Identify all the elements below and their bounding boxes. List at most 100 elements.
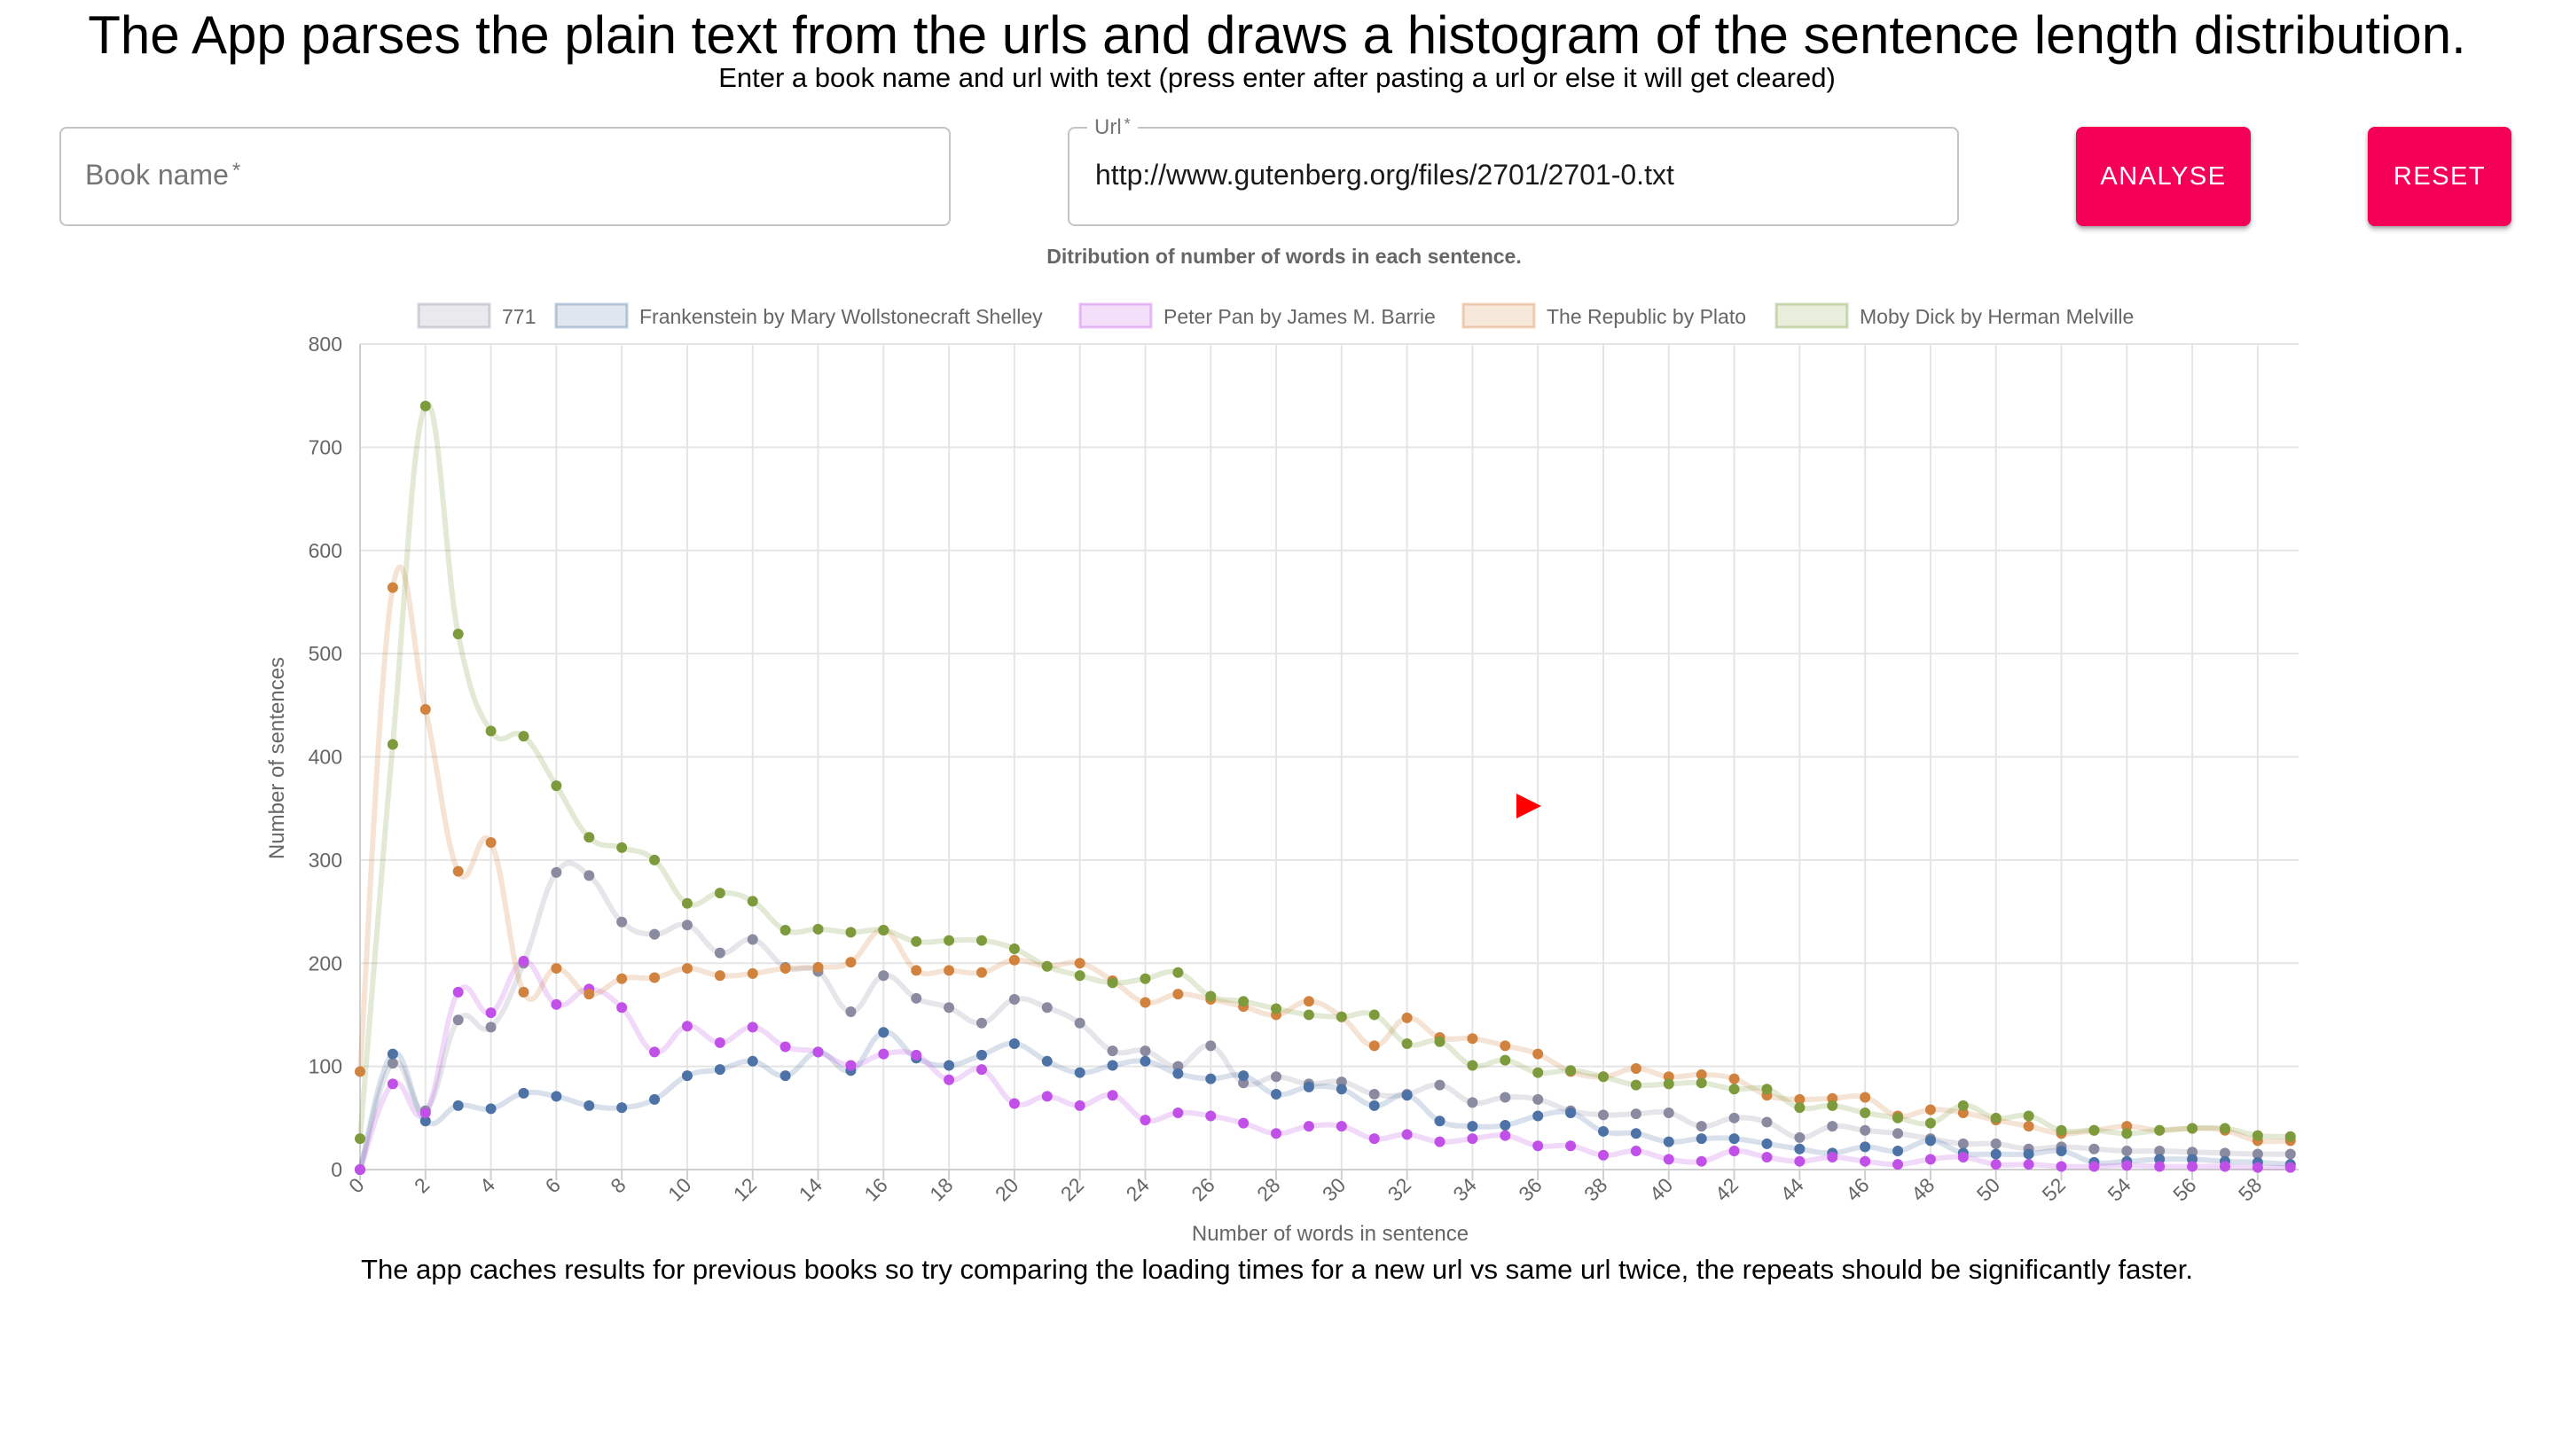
- data-point: [1401, 1129, 1413, 1140]
- data-point: [551, 1091, 562, 1102]
- x-tick-label: 40: [1645, 1173, 1677, 1205]
- data-point: [975, 1049, 987, 1061]
- analyse-button[interactable]: ANALYSE: [2076, 127, 2251, 226]
- url-input-value[interactable]: http://www.gutenberg.org/files/2701/2701…: [1095, 159, 1674, 191]
- data-point: [485, 837, 497, 849]
- data-point: [1401, 1012, 1413, 1023]
- data-point: [1467, 1133, 1478, 1145]
- data-point: [1303, 1121, 1314, 1132]
- data-point: [975, 1064, 987, 1076]
- data-point: [1368, 1100, 1380, 1111]
- data-point: [1107, 1090, 1118, 1101]
- data-point: [1565, 1140, 1577, 1152]
- data-point: [1860, 1141, 1871, 1153]
- data-point: [1074, 1100, 1085, 1111]
- book-name-placeholder: Book name *: [85, 159, 241, 191]
- data-point: [2284, 1148, 2296, 1160]
- data-point: [1761, 1152, 1773, 1163]
- data-point: [1074, 958, 1085, 969]
- data-point: [812, 923, 824, 935]
- data-point: [1761, 1116, 1773, 1128]
- x-tick-label: 6: [540, 1173, 564, 1197]
- data-point: [1728, 1084, 1740, 1095]
- x-tick-label: 28: [1252, 1173, 1284, 1205]
- data-point: [485, 1103, 497, 1115]
- data-point: [1008, 993, 1020, 1005]
- play-triangle-icon: [1516, 794, 1541, 818]
- data-point: [1728, 1133, 1740, 1145]
- data-point: [2187, 1123, 2198, 1134]
- data-point: [747, 934, 758, 945]
- data-point: [681, 1021, 693, 1032]
- x-axis-title: Number of words in sentence: [1192, 1222, 1469, 1246]
- reset-button[interactable]: RESET: [2368, 127, 2511, 226]
- data-point: [2088, 1143, 2100, 1155]
- data-point: [1205, 1040, 1217, 1052]
- data-point: [1630, 1062, 1641, 1074]
- data-point: [1924, 1104, 1936, 1115]
- data-point: [780, 963, 791, 975]
- data-point: [1368, 1040, 1380, 1052]
- data-point: [1205, 1073, 1217, 1084]
- data-point: [1467, 1033, 1478, 1045]
- data-point: [1434, 1136, 1445, 1147]
- data-point: [518, 955, 529, 967]
- data-point: [1860, 1155, 1871, 1167]
- y-tick-label: 100: [309, 1055, 342, 1078]
- data-point: [1630, 1108, 1641, 1120]
- data-point: [944, 1002, 955, 1014]
- data-point: [1368, 1089, 1380, 1100]
- x-tick-label: 0: [344, 1173, 368, 1197]
- y-tick-label: 0: [331, 1158, 342, 1181]
- x-tick-label: 30: [1318, 1173, 1350, 1205]
- data-point: [1597, 1149, 1609, 1161]
- data-point: [1597, 1125, 1609, 1137]
- x-tick-label: 36: [1514, 1173, 1546, 1205]
- data-point: [1238, 996, 1250, 1007]
- data-point: [1140, 973, 1151, 984]
- data-point: [2023, 1121, 2034, 1132]
- data-point: [1500, 1040, 1511, 1052]
- y-tick-label: 800: [309, 333, 342, 356]
- data-point: [551, 998, 562, 1010]
- data-point: [1303, 1081, 1314, 1092]
- data-point: [681, 1070, 693, 1082]
- data-point: [1008, 1098, 1020, 1109]
- data-point: [452, 986, 464, 998]
- y-tick-label: 600: [309, 539, 342, 562]
- data-point: [845, 957, 857, 968]
- data-point: [681, 963, 693, 975]
- data-point: [1630, 1079, 1641, 1091]
- data-point: [518, 731, 529, 742]
- data-point: [1368, 1133, 1380, 1145]
- data-point: [1107, 1045, 1118, 1057]
- data-point: [1794, 1093, 1806, 1105]
- data-point: [1957, 1100, 1969, 1111]
- data-point: [1336, 1011, 1347, 1022]
- data-point: [1500, 1054, 1511, 1066]
- data-point: [878, 1027, 889, 1038]
- data-point: [2056, 1124, 2067, 1136]
- series-line-2: [357, 958, 2291, 1171]
- data-point: [649, 972, 661, 983]
- data-point: [878, 970, 889, 982]
- data-point: [1892, 1112, 1904, 1123]
- data-point: [1532, 1093, 1544, 1105]
- data-point: [1794, 1131, 1806, 1143]
- data-point: [1401, 1090, 1413, 1101]
- data-point: [845, 1060, 857, 1071]
- legend-label: Peter Pan by James M. Barrie: [1163, 305, 1436, 328]
- data-point: [911, 1049, 922, 1061]
- url-input[interactable]: Url * http://www.gutenberg.org/files/2701…: [1068, 115, 1959, 226]
- data-point: [1500, 1130, 1511, 1141]
- data-point: [1990, 1148, 2002, 1160]
- data-point: [1271, 1071, 1282, 1083]
- book-name-input[interactable]: Book name *: [59, 127, 951, 226]
- data-point: [1434, 1036, 1445, 1047]
- data-point: [975, 967, 987, 978]
- data-point: [2121, 1160, 2133, 1171]
- data-point: [1860, 1092, 1871, 1103]
- x-tick-label: 20: [991, 1173, 1022, 1205]
- data-point: [975, 935, 987, 946]
- data-point: [1205, 1110, 1217, 1122]
